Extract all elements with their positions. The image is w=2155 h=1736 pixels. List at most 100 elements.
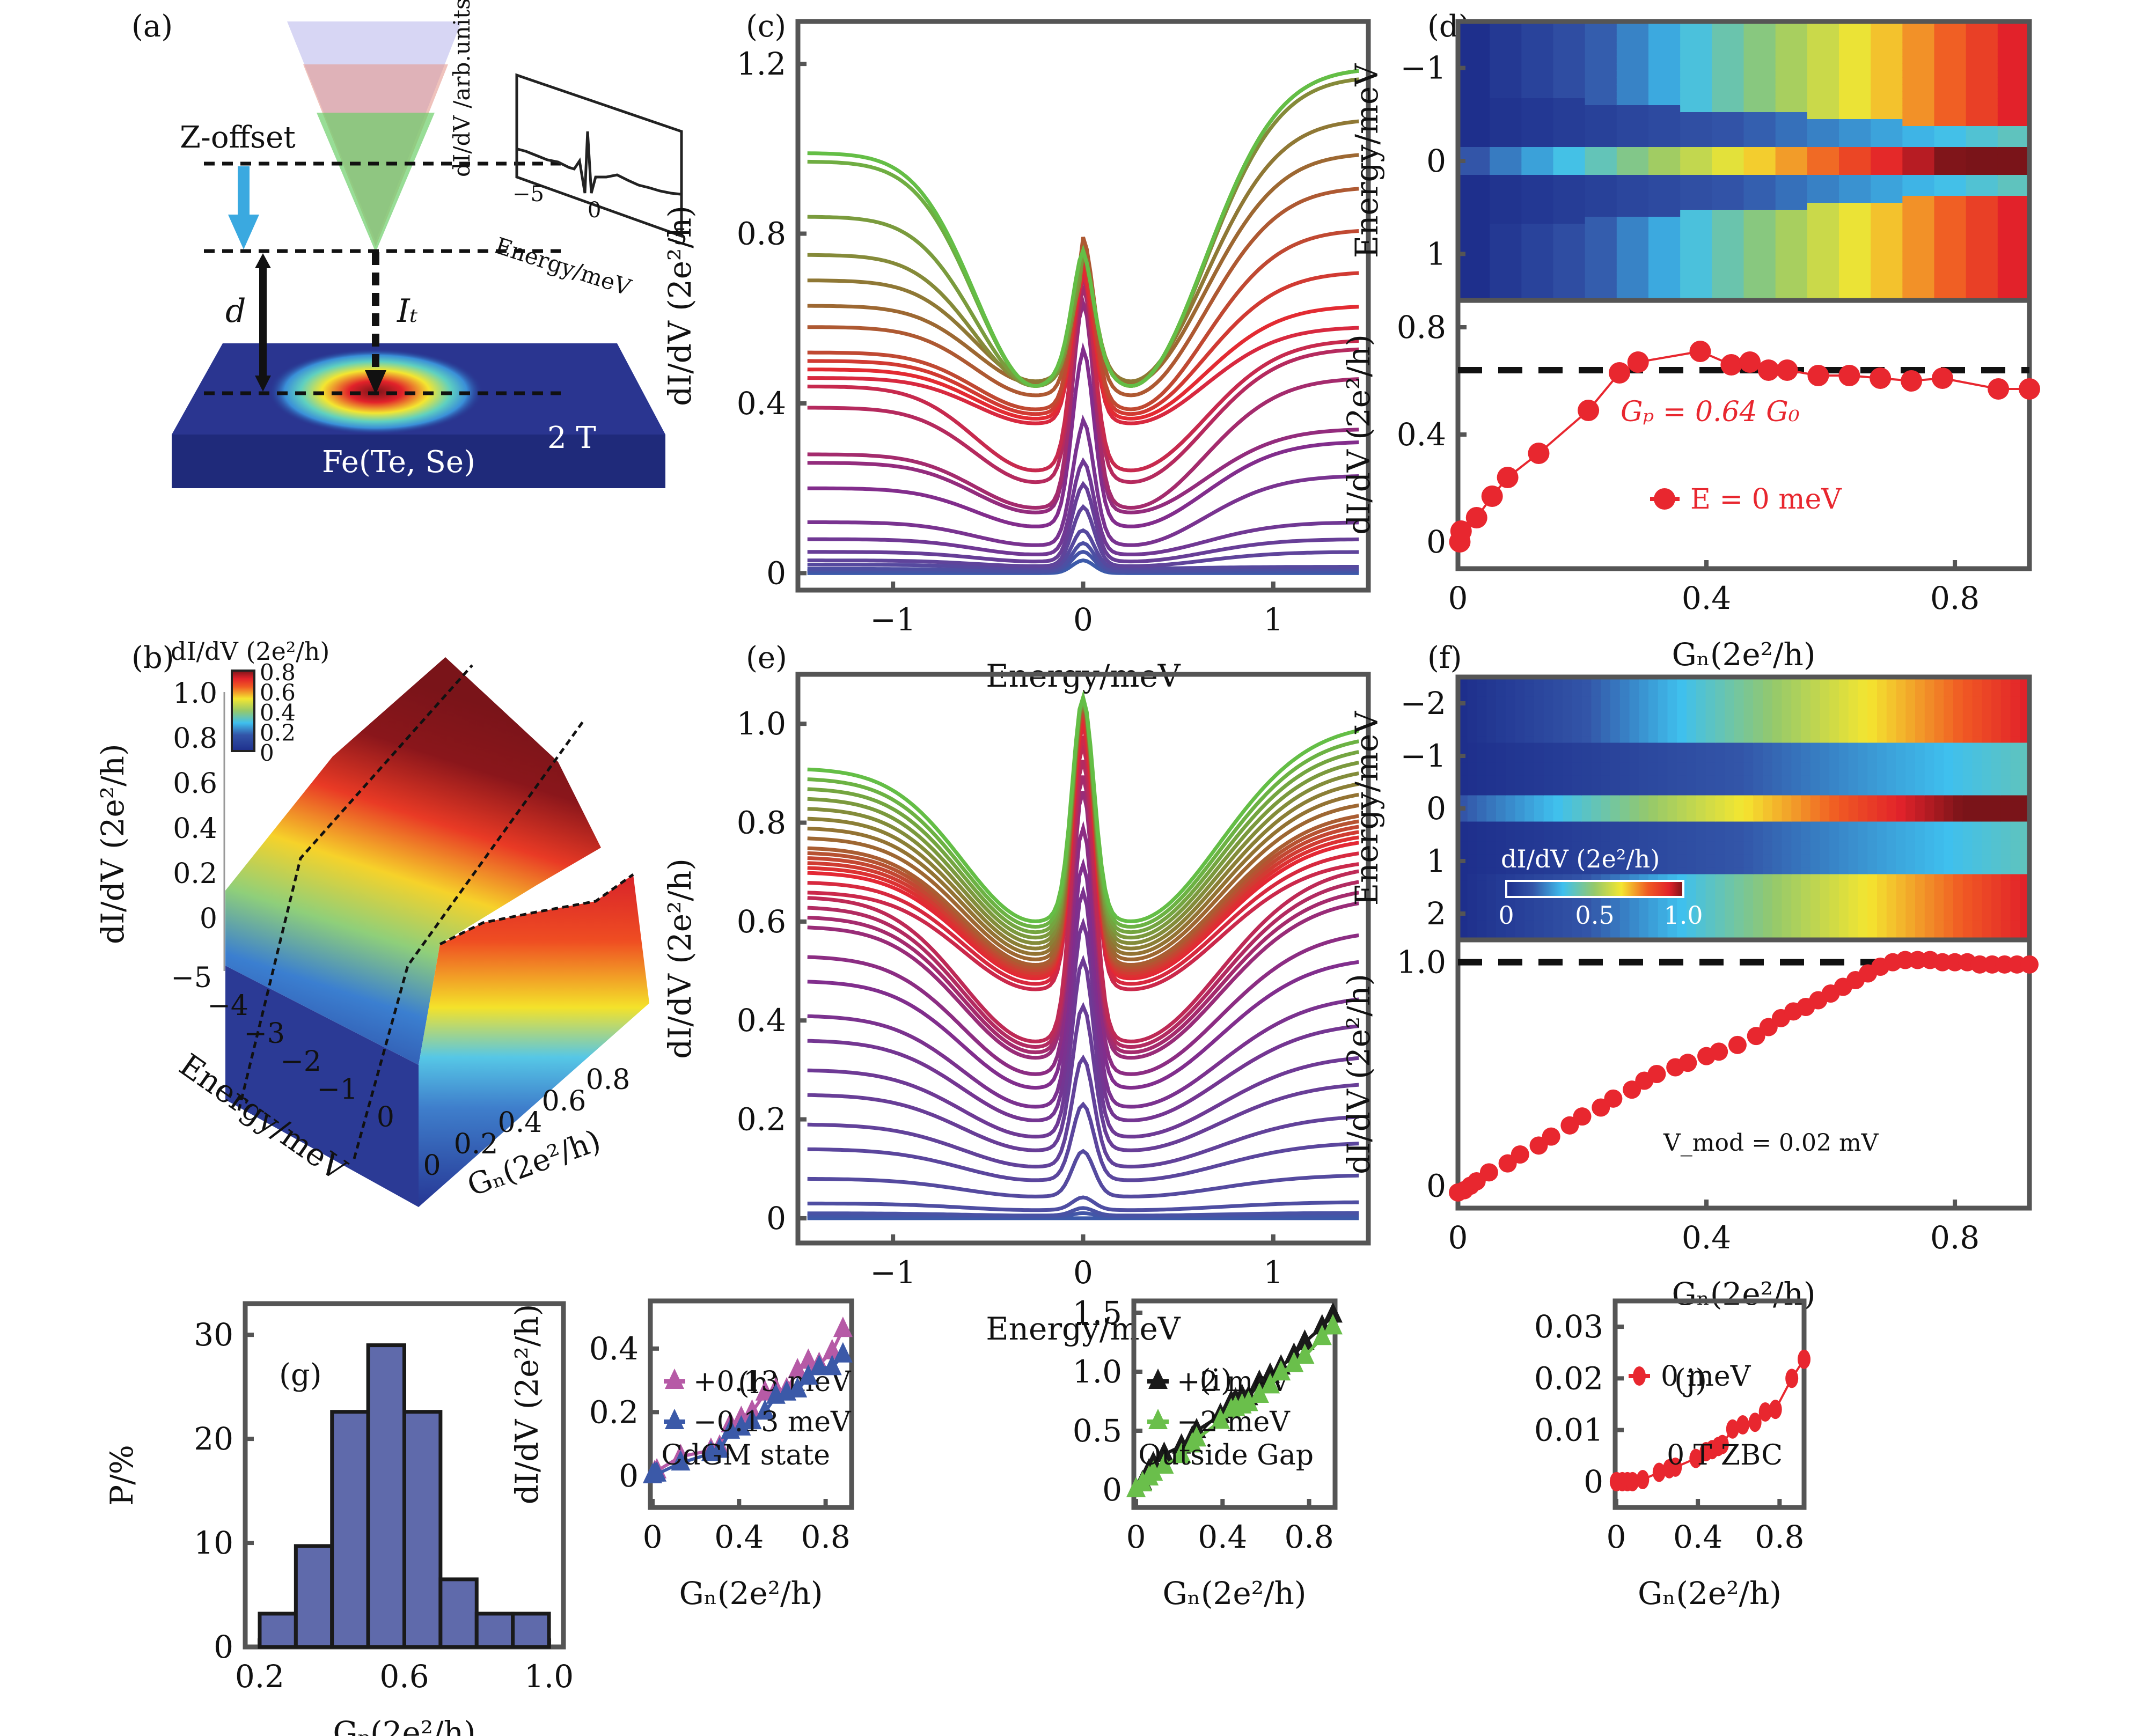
heatmap-cell (1467, 723, 1478, 730)
heatmap-cell (1553, 279, 1586, 287)
heatmap-cell (1505, 730, 1516, 737)
heatmap-cell (1585, 279, 1617, 287)
histogram-bar (474, 1612, 515, 1649)
spectrum-line (807, 342, 1359, 528)
heatmap-cell (1972, 736, 1983, 744)
heatmap-cell (1763, 880, 1773, 888)
heatmap-cell (1524, 730, 1535, 737)
heatmap-cell (1553, 203, 1586, 210)
heatmap-cell (1962, 710, 1973, 717)
heatmap-cell (1591, 795, 1602, 803)
heatmap-cell (1667, 914, 1678, 921)
heatmap-cell (1743, 703, 1754, 711)
heatmap-cell (1858, 801, 1868, 809)
heatmap-cell (1924, 920, 1935, 928)
heatmap-cell (1563, 795, 1573, 803)
heatmap-cell (1991, 756, 2002, 763)
heatmap-cell (1524, 683, 1535, 691)
heatmap-cell (1677, 736, 1687, 744)
heatmap-cell (1953, 762, 1963, 770)
heatmap-cell (1886, 716, 1897, 724)
heatmap-cell (1687, 894, 1697, 901)
heatmap-cell (1829, 703, 1839, 711)
heatmap-cell (1867, 742, 1878, 750)
heatmap-cell (1763, 848, 1773, 855)
heatmap-cell (1982, 926, 1992, 934)
data-point (1726, 1419, 1739, 1439)
heatmap-cell (1763, 874, 1773, 881)
heatmap-cell (1658, 815, 1668, 822)
heatmap-cell (1610, 815, 1621, 822)
heatmap-cell (1521, 56, 1554, 64)
heatmap-cell (1858, 894, 1868, 901)
heatmap-cell (1496, 730, 1506, 737)
heatmap-cell (1991, 926, 2002, 934)
heatmap-cell (1610, 841, 1621, 849)
heatmap-cell (1543, 907, 1554, 914)
heatmap-cell (1467, 801, 1478, 809)
data-point (1716, 1435, 1729, 1454)
heatmap-cell (1505, 716, 1516, 724)
heatmap-cell (1839, 259, 1872, 266)
heatmap-cell (1696, 703, 1706, 711)
heatmap-cell (1896, 848, 1907, 855)
heatmap-cell (1490, 238, 1522, 245)
heatmap-cell (1715, 880, 1725, 888)
heatmap-cell (1680, 112, 1713, 120)
heatmap-cell (1839, 762, 1849, 770)
y-axis-label: dI/dV (2e²/h) (1340, 334, 1377, 535)
heatmap-cell (1839, 716, 1849, 724)
triangle-marker (647, 1461, 667, 1482)
heatmap-cell (1585, 189, 1617, 196)
heatmap-cell (1782, 801, 1792, 809)
y-tick-label: 0.4 (1397, 416, 1446, 453)
heatmap-cell (1734, 821, 1744, 829)
heatmap-cell (1616, 231, 1649, 238)
heatmap-cell (1534, 874, 1544, 881)
heatmap-cell (1486, 835, 1497, 842)
heatmap-cell (1966, 49, 1998, 57)
heatmap-cell (1848, 894, 1859, 901)
heatmap-cell (1658, 914, 1668, 921)
heatmap-cell (1934, 126, 1967, 134)
heatmap-cell (2000, 723, 2011, 730)
heatmap-cell (1667, 848, 1678, 855)
heatmap-cell (2010, 789, 2021, 796)
heatmap-cell (1458, 742, 1468, 750)
heatmap-cell (1667, 710, 1678, 717)
heatmap-cell (1667, 900, 1678, 908)
heatmap-cell (1677, 920, 1687, 928)
heatmap-cell (1801, 828, 1811, 835)
heatmap-cell (1543, 762, 1554, 770)
heatmap-cell (1829, 696, 1839, 704)
heatmap-cell (1782, 880, 1792, 888)
heatmap-cell (1743, 907, 1754, 914)
heatmap-cell (1712, 56, 1744, 64)
heatmap-cell (1944, 716, 1954, 724)
heatmap-cell (1477, 887, 1487, 895)
heatmap-cell (1515, 703, 1526, 711)
heatmap-cell (1982, 854, 1992, 862)
heatmap-cell (1667, 696, 1678, 704)
heatmap-cell (1896, 736, 1907, 744)
heatmap-cell (1616, 210, 1649, 217)
heatmap-cell (1486, 861, 1497, 869)
heatmap-cell (1715, 730, 1725, 737)
heatmap-cell (1829, 835, 1839, 842)
heatmap-cell (1801, 848, 1811, 855)
heatmap-cell (1772, 907, 1783, 914)
heatmap-cell (1680, 168, 1713, 175)
heatmap-cell (1563, 683, 1573, 691)
heatmap-cell (1753, 821, 1763, 829)
heatmap-cell (1782, 789, 1792, 796)
heatmap-cell (1944, 907, 1954, 914)
heatmap-cell (1839, 749, 1849, 756)
heatmap-cell (1807, 245, 1839, 252)
panel-label-b: (b) (131, 641, 174, 675)
heatmap-cell (1725, 815, 1735, 822)
heatmap-cell (1924, 821, 1935, 829)
heatmap-cell (1677, 874, 1687, 881)
data-point (1757, 359, 1779, 381)
heatmap-cell (1775, 98, 1808, 106)
y-tick-label: −2 (1401, 685, 1447, 722)
